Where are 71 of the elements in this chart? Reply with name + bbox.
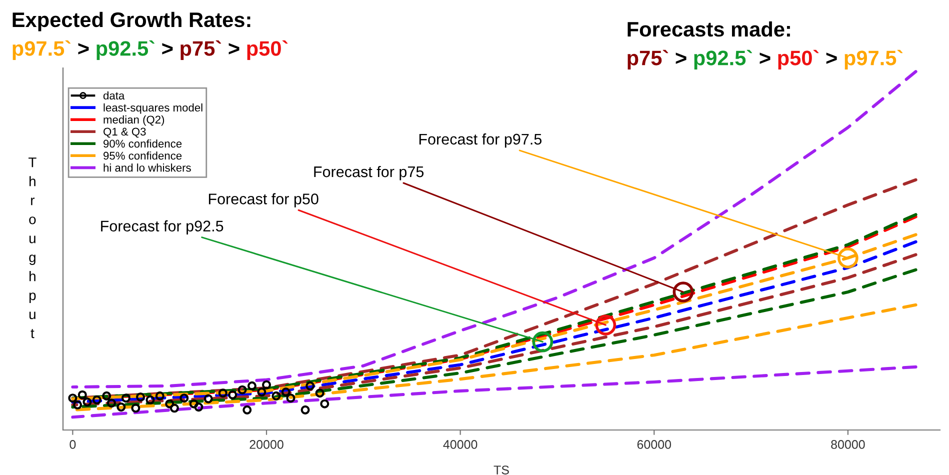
annotation: Forecast for p50 [208, 193, 318, 208]
point [300, 405, 310, 414]
point [272, 391, 281, 400]
text: p92.5` [96, 40, 154, 60]
point [155, 391, 164, 400]
text: Forecasts made: [628, 21, 790, 37]
text: p97.5` [844, 50, 903, 70]
legend-label: 95% confidence [104, 151, 182, 160]
point [73, 400, 82, 410]
x-tick-label: 0 [70, 440, 76, 449]
point [194, 402, 204, 412]
point [68, 394, 78, 403]
point [204, 394, 213, 404]
text: > [676, 52, 686, 64]
text: p92.5` [694, 50, 752, 70]
point [242, 405, 252, 414]
legend-label: median (Q2) [104, 115, 164, 126]
point [82, 398, 92, 407]
legend-label: least-squares model [104, 103, 202, 114]
x-tick-label: 80000 [831, 440, 865, 449]
text: > [228, 43, 240, 54]
x-tick-label: 20000 [250, 440, 284, 449]
point [218, 388, 228, 398]
text: > [760, 52, 770, 64]
point [228, 390, 238, 400]
point [247, 381, 256, 390]
x-tick-label: 60000 [637, 440, 672, 449]
point [262, 380, 272, 390]
annotation: Forecast for p97.5 [419, 133, 542, 148]
text: > [78, 43, 89, 54]
point [131, 404, 140, 413]
text: p75` [180, 40, 222, 60]
text: p75` [628, 50, 668, 70]
point [672, 282, 694, 302]
point [320, 399, 330, 408]
point [595, 314, 616, 336]
text: > [162, 43, 173, 54]
x-tick-label: 40000 [443, 440, 478, 449]
point [180, 394, 189, 403]
point [78, 390, 87, 400]
point [532, 331, 554, 352]
text: Throughput [28, 158, 36, 338]
legend-label: Q1 & Q3 [104, 128, 146, 138]
point [306, 381, 315, 390]
x-axis-title: TS [494, 466, 509, 474]
point [116, 402, 126, 412]
legend-label: hi and lo whiskers [104, 164, 191, 172]
point [92, 395, 102, 404]
text: p50` [247, 40, 288, 60]
legend-label: 90% confidence [104, 139, 182, 148]
point [238, 385, 247, 394]
point [170, 404, 179, 413]
point [102, 391, 112, 400]
point [315, 388, 324, 398]
point [106, 398, 116, 408]
point [257, 387, 266, 397]
legend-label: data [103, 91, 125, 100]
point [136, 392, 146, 402]
annotation: Forecast for p92.5 [101, 220, 224, 235]
text: p97.5` [12, 40, 71, 60]
point [165, 399, 174, 408]
point [146, 395, 155, 404]
text: p50` [778, 50, 819, 70]
point [281, 387, 290, 397]
text: > [826, 52, 837, 64]
point [838, 248, 858, 268]
text: Expected Growth Rates: [12, 12, 250, 32]
point [121, 394, 131, 403]
annotation: Forecast for p75 [314, 166, 424, 180]
point [189, 399, 198, 408]
point [286, 394, 296, 403]
